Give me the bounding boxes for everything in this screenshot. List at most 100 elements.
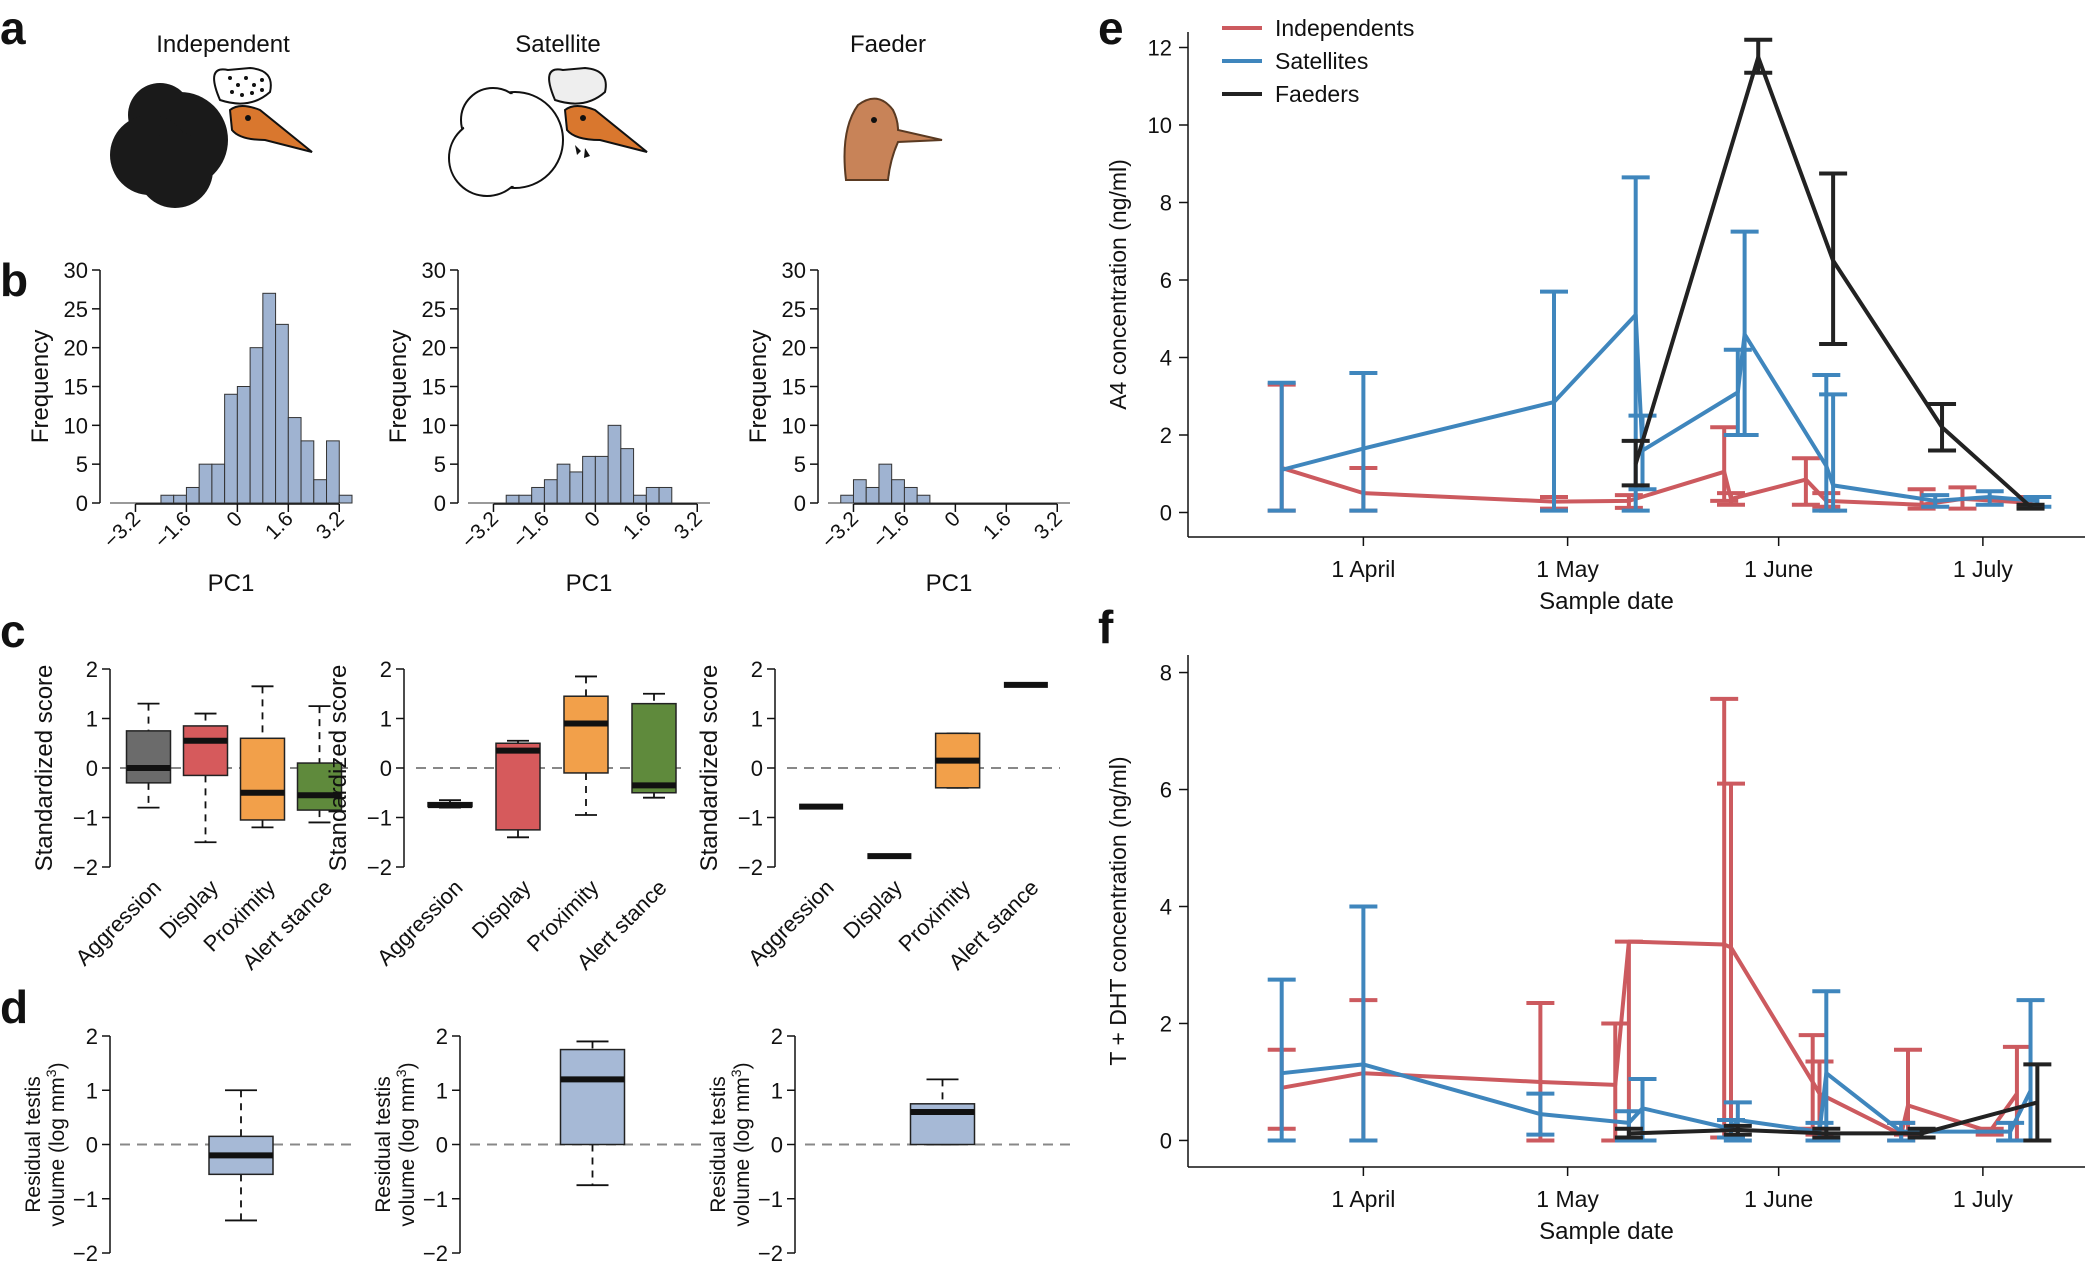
histogram-bar <box>594 455 609 504</box>
y-tick-label: 0 <box>1160 1128 1172 1153</box>
histogram-bar <box>211 463 226 504</box>
histogram-bar <box>569 471 584 504</box>
boxplot-d-satellite: −2 −1 0 1 2 Residual testis volume (log mm3) <box>372 1024 705 1266</box>
box-iqr <box>296 762 343 811</box>
y-tick-label: 25 <box>64 297 88 322</box>
box-aggression: Aggression <box>743 803 844 971</box>
histogram-bar <box>505 494 520 504</box>
y-tick-label: 25 <box>422 297 446 322</box>
y-tick-label: 2 <box>86 1024 98 1049</box>
y-tick-label: 1 <box>751 707 763 732</box>
y-tick-label: 30 <box>422 258 446 283</box>
x-tick-label: 3.2 <box>670 507 707 544</box>
y-tick-label: 10 <box>64 413 88 438</box>
y-tick-label: 1 <box>771 1078 783 1103</box>
y-tick-label: 5 <box>794 452 806 477</box>
y-tick-label: −1 <box>423 1187 448 1212</box>
histogram-bar <box>262 292 277 504</box>
histogram-bar <box>903 486 918 504</box>
y-tick-label: 8 <box>1160 191 1172 216</box>
y-tick-label: 0 <box>76 491 88 516</box>
y-axis-label: Residual testis <box>22 1076 45 1213</box>
y-tick-label: 15 <box>422 375 446 400</box>
x-tick-label: −3.2 <box>99 507 145 553</box>
y-tick-label: 0 <box>1160 501 1172 526</box>
x-tick-label: 1 July <box>1953 1186 2014 1212</box>
y-tick-label: 30 <box>64 258 88 283</box>
y-tick-label: 1 <box>86 1078 98 1103</box>
y-tick-label: 0 <box>86 1133 98 1158</box>
y-axis-label-units: volume (log mm3) <box>43 1062 69 1226</box>
satellite-bird-illustration <box>448 66 648 197</box>
y-axis-label: Frequency <box>745 330 772 443</box>
series-independents <box>1267 696 2031 1143</box>
histogram-bar <box>607 424 622 504</box>
y-tick-label: 2 <box>1160 423 1172 448</box>
y-tick-label: 8 <box>1160 661 1172 686</box>
series-faeders <box>1614 1062 2052 1143</box>
morph-title-satellite: Satellite <box>515 31 600 58</box>
y-tick-label: 20 <box>782 336 806 361</box>
histogram-bar <box>236 386 251 504</box>
histogram-bar <box>160 494 175 504</box>
boxplot-c-faeder: −2 −1 0 1 2 Standardized score Aggression Displ… <box>696 657 1060 975</box>
y-tick-label: −1 <box>73 1187 98 1212</box>
histogram-bar <box>543 479 558 504</box>
histogram-bar <box>313 479 328 504</box>
histogram-bar <box>173 494 187 504</box>
histogram-bar <box>916 494 931 504</box>
x-tick-label: −3.2 <box>817 507 863 553</box>
y-tick-label: −1 <box>367 806 392 831</box>
x-tick-label: 3.2 <box>1030 507 1067 544</box>
legend-label: Independents <box>1275 15 1414 41</box>
x-tick-label: 1.6 <box>979 507 1016 544</box>
y-axis-label-units: volume (log mm3) <box>728 1062 754 1226</box>
legend: Independents Satellites Faeders <box>1222 15 1414 107</box>
hormone-line-panels: 0 2 4 6 8 10 12 1 April 1 May 1 June 1 July Sample … <box>1105 15 2085 1245</box>
y-tick-label: 5 <box>76 452 88 477</box>
y-axis-label-units-exponent: 3 <box>43 1069 59 1077</box>
y-tick-label: 0 <box>771 1133 783 1158</box>
box-alert-stance: Alert stance <box>944 681 1048 975</box>
x-axis-label: Sample date <box>1539 588 1674 615</box>
y-tick-label: 1 <box>86 707 98 732</box>
x-axis-label: PC1 <box>926 570 973 597</box>
histogram-bar <box>338 494 353 504</box>
histogram-bar <box>620 448 635 504</box>
morph-title-independent: Independent <box>156 31 290 58</box>
x-tick-label: 1 May <box>1536 1186 1599 1212</box>
y-tick-label: 10 <box>422 413 446 438</box>
histogram-bar <box>633 494 647 504</box>
x-axis-label: PC1 <box>566 570 613 597</box>
histogram-bar <box>582 455 596 504</box>
y-axis-label-units-exponent: 3 <box>728 1069 744 1077</box>
series-line <box>1281 1062 2033 1134</box>
histogram-bar <box>275 323 289 504</box>
y-tick-label: 10 <box>1148 113 1172 138</box>
y-tick-label: 20 <box>422 336 446 361</box>
box-iqr <box>182 725 229 777</box>
x-tick-label: −1.6 <box>508 507 554 553</box>
histogram-independent: 0 5 10 15 20 25 30 Frequency −3.2 −1.6 0 1.6 3.2 PC1 <box>27 258 353 597</box>
histogram-bar <box>865 486 880 504</box>
histogram-bar <box>326 440 340 504</box>
y-tick-label: 0 <box>751 756 763 781</box>
histogram-bar <box>224 393 238 504</box>
x-axis-label: Sample date <box>1539 1218 1674 1245</box>
box-testis <box>208 1089 274 1222</box>
x-tick-label: 0 <box>580 507 605 532</box>
histogram-bar <box>891 479 905 504</box>
boxplot-d-independent: −2 −1 0 1 2 Residual testis volume (log mm3) <box>22 1024 352 1266</box>
y-tick-label: 6 <box>1160 268 1172 293</box>
y-tick-label: −2 <box>758 1241 783 1266</box>
y-tick-label: 12 <box>1148 36 1172 61</box>
category-label: Aggression <box>743 875 839 971</box>
category-label: Aggression <box>372 875 468 971</box>
box-testis <box>909 1078 976 1146</box>
series-satellites <box>1267 175 2052 513</box>
box-display: Display <box>467 739 541 944</box>
x-tick-label: 0 <box>940 507 965 532</box>
box-aggression: Aggression <box>71 702 172 970</box>
